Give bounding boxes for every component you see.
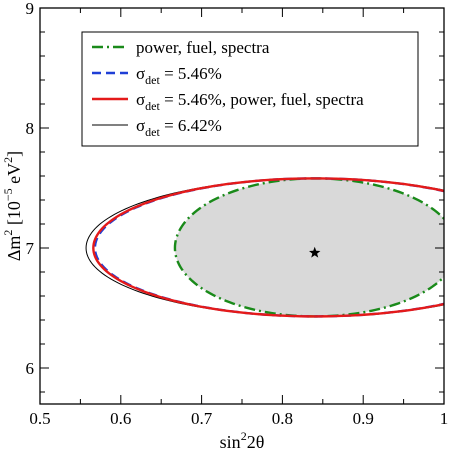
plot-area	[85, 177, 444, 318]
y-tick-label: 8	[26, 119, 35, 138]
legend-label-3: σdet = 6.42%	[136, 116, 222, 139]
legend-label-2: σdet = 5.46%, power, fuel, spectra	[136, 90, 364, 113]
x-tick-label: 0.5	[29, 409, 50, 428]
legend-label-1: σdet = 5.46%	[136, 64, 222, 87]
x-tick-label: 0.9	[353, 409, 374, 428]
best-fit-star	[309, 246, 321, 258]
x-axis-label: sin22θ	[220, 429, 265, 452]
y-tick-label: 6	[26, 359, 35, 378]
y-tick-label: 9	[26, 0, 35, 18]
contour-line-2	[92, 177, 444, 318]
y-axis-label: Δm2 [10−5 eV2]	[1, 151, 24, 261]
contour-line-0	[173, 177, 444, 318]
legend-box	[81, 31, 419, 147]
legend-label-0: power, fuel, spectra	[136, 38, 270, 57]
legend: power, fuel, spectra σdet = 5.46% σdet = 5…	[81, 31, 419, 147]
y-tick-label: 7	[26, 239, 35, 258]
x-tick-label: 1	[440, 409, 449, 428]
contour-fill-0	[174, 178, 444, 317]
x-tick-label: 0.8	[272, 409, 293, 428]
axis-ticks: 0.5 0.6 0.7 0.8 0.9 1 6 7 8 9	[26, 0, 449, 428]
x-tick-label: 0.6	[110, 409, 131, 428]
x-tick-label: 0.7	[191, 409, 213, 428]
